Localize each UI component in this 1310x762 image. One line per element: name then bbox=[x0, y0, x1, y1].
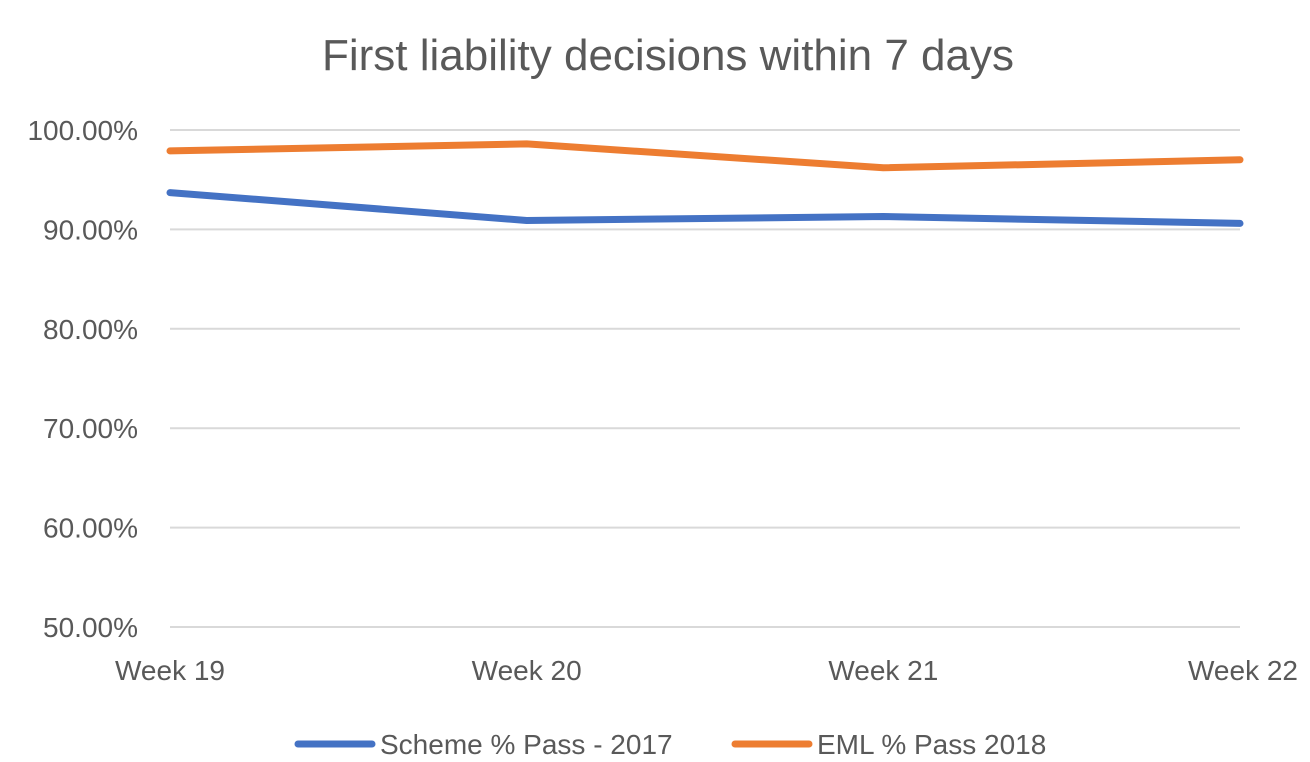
legend: Scheme % Pass - 2017 EML % Pass 2018 bbox=[294, 729, 1046, 760]
x-axis-tick-labels: Week 19 Week 20 Week 21 Week 22 bbox=[115, 655, 1298, 686]
chart-title: First liability decisions within 7 days bbox=[322, 31, 1014, 80]
y-axis-tick-labels: 100.00% 90.00% 80.00% 70.00% 60.00% 50.00% bbox=[27, 115, 138, 643]
legend-label: EML % Pass 2018 bbox=[817, 729, 1046, 760]
series-line-2 bbox=[166, 140, 1244, 172]
series-line-1 bbox=[166, 189, 1244, 227]
series-lines bbox=[166, 140, 1244, 227]
y-tick-label: 90.00% bbox=[43, 214, 138, 245]
x-tick-label: Week 20 bbox=[472, 655, 582, 686]
gridlines bbox=[170, 129, 1240, 628]
x-tick-label: Week 22 bbox=[1188, 655, 1298, 686]
y-tick-label: 70.00% bbox=[43, 413, 138, 444]
y-tick-label: 60.00% bbox=[43, 513, 138, 544]
x-tick-label: Week 19 bbox=[115, 655, 225, 686]
y-tick-label: 100.00% bbox=[27, 115, 138, 146]
legend-label: Scheme % Pass - 2017 bbox=[380, 729, 673, 760]
x-tick-label: Week 21 bbox=[828, 655, 938, 686]
y-tick-label: 50.00% bbox=[43, 612, 138, 643]
y-tick-label: 80.00% bbox=[43, 314, 138, 345]
